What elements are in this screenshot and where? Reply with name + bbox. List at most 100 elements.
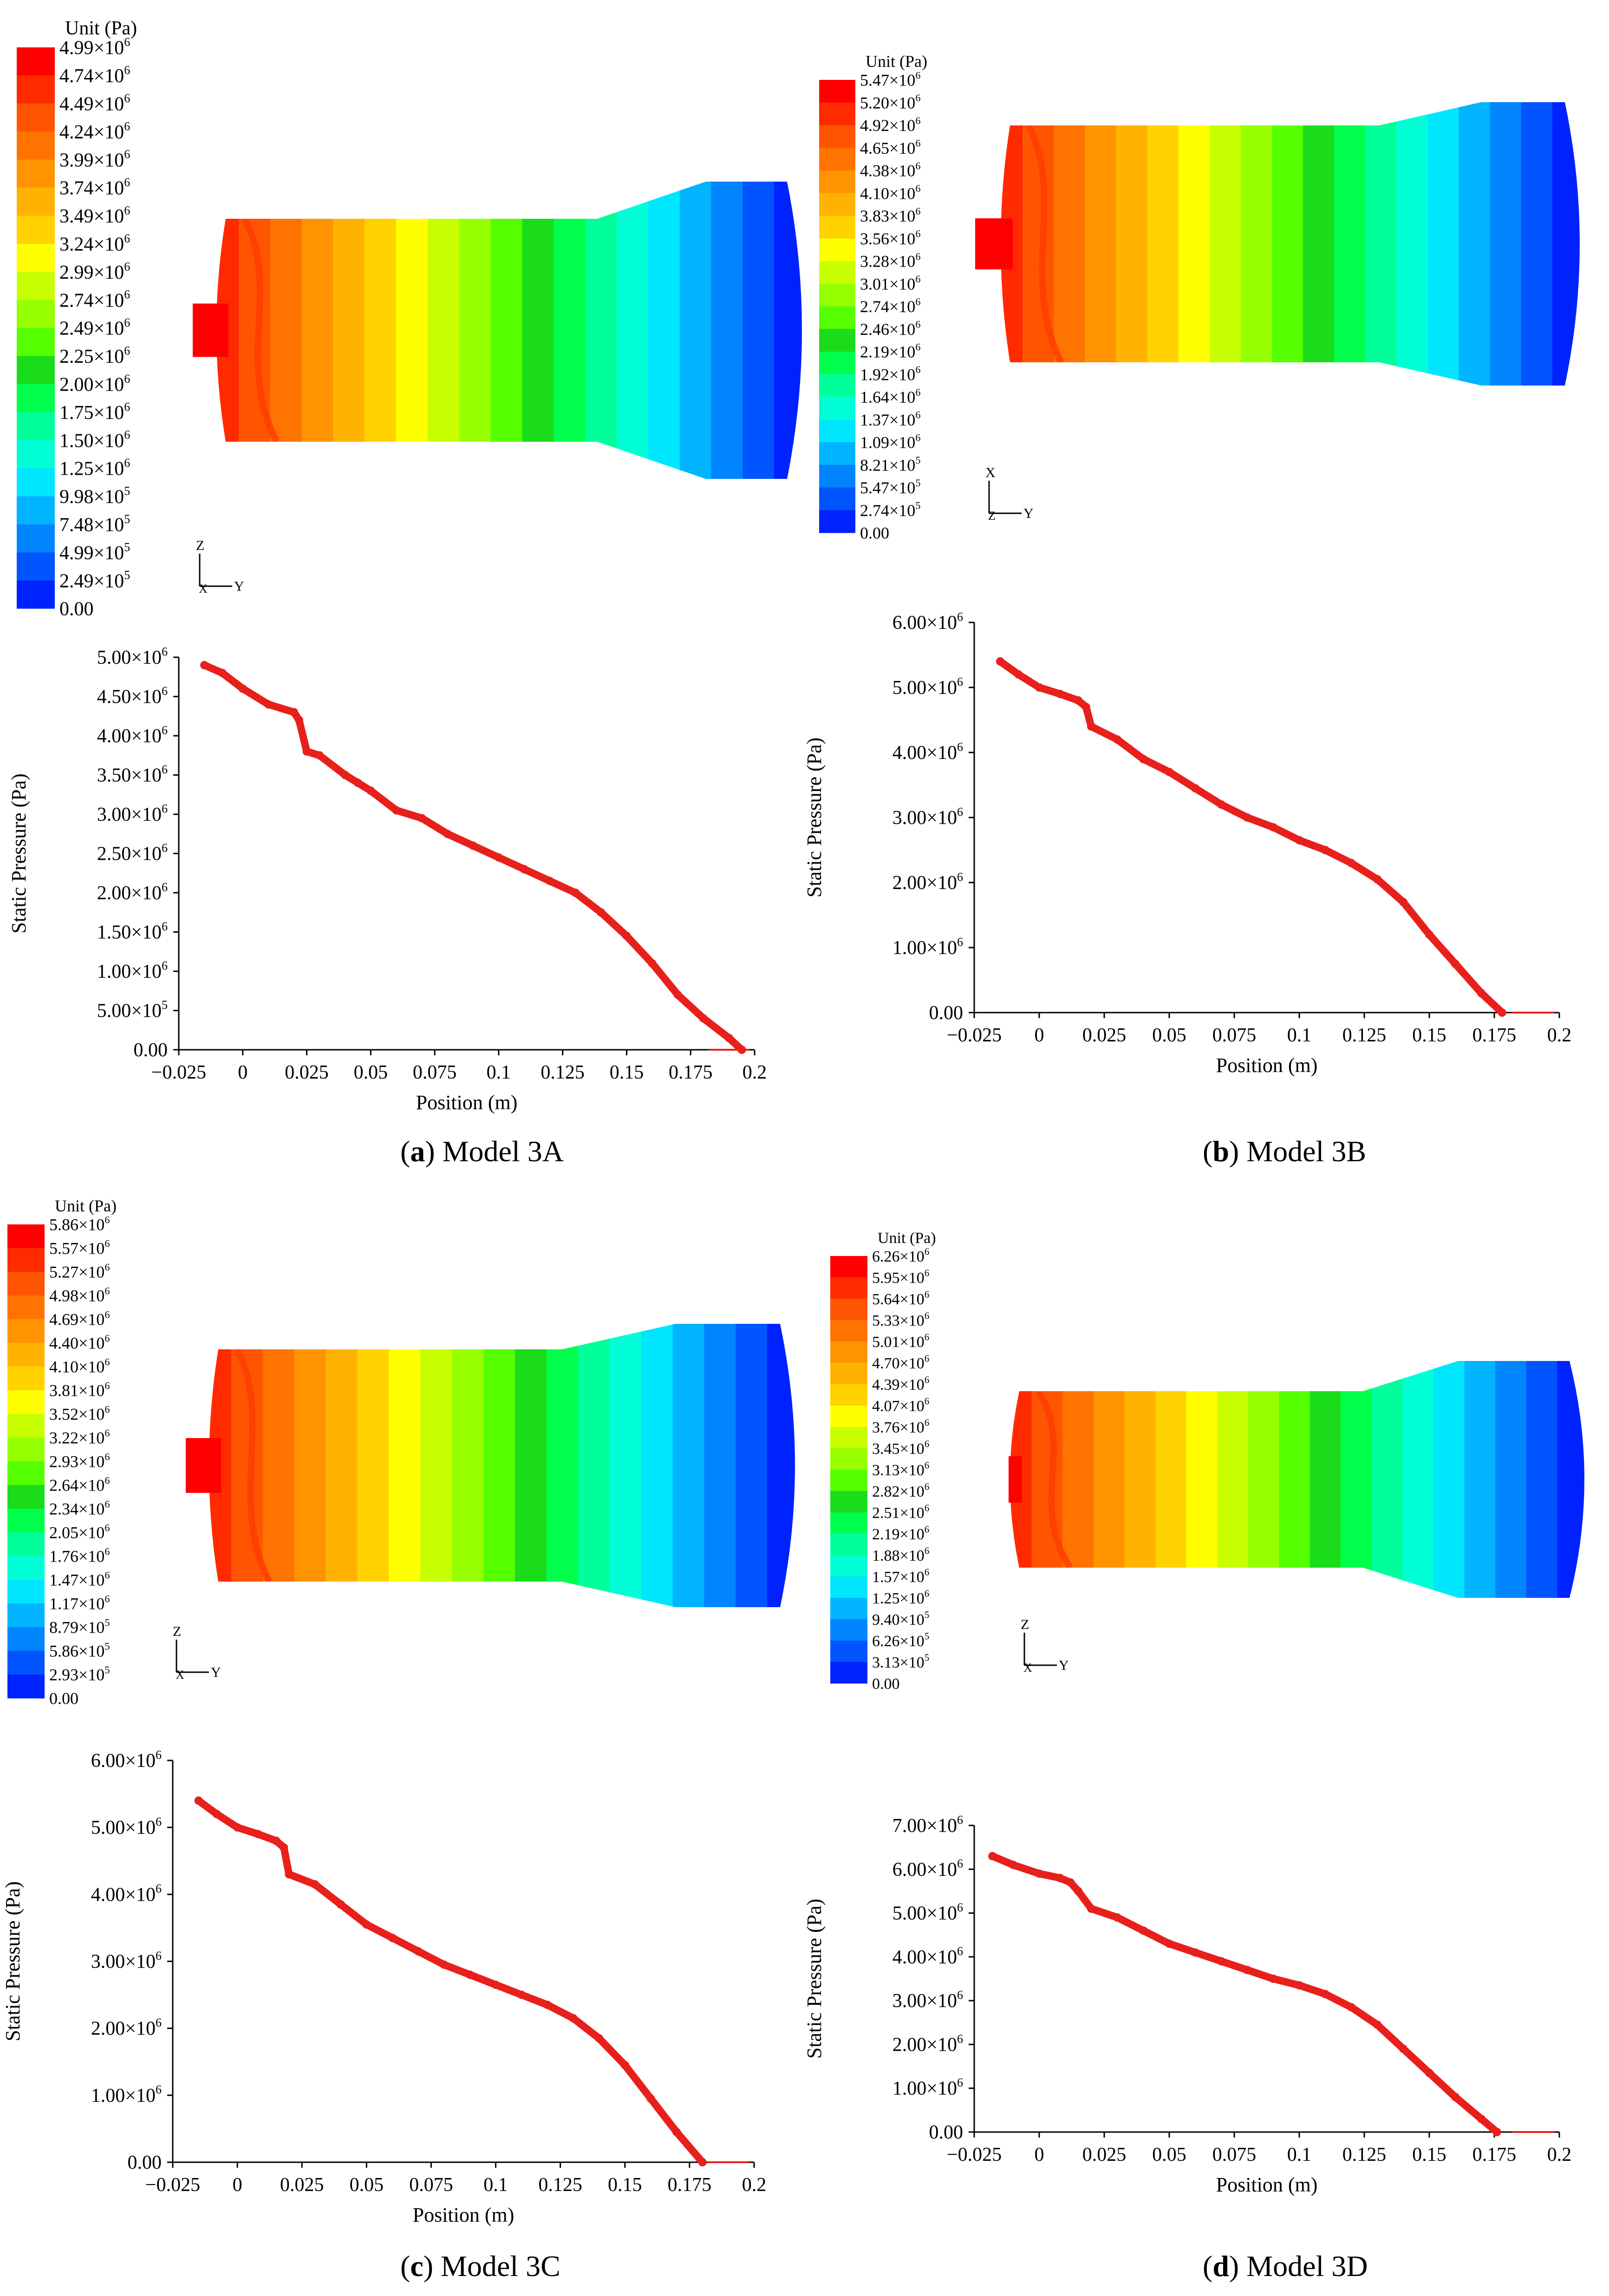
pressure-data-point [1269,1975,1277,1983]
pressure-data-point [699,1014,708,1023]
legend-title: Unit (Pa) [65,18,137,39]
legend-color-band [830,1555,867,1577]
legend-color-band [830,1427,867,1449]
pressure-data-point [546,877,554,885]
pressure-data-point [1139,1926,1147,1935]
pressure-data-point [1087,722,1095,731]
legend-color-band [830,1662,867,1684]
pressure-data-point [290,708,298,717]
legend-color-band [830,1576,867,1598]
legend-color-band [7,1414,45,1438]
legend-label: 5.86×106 [49,1214,110,1234]
x-axis-label: Position (m) [416,1091,518,1114]
svg-text:X: X [176,1668,184,1681]
x-tick-label: 0.025 [285,1062,329,1083]
legend-color-band [819,170,855,194]
legend-color-band [17,188,55,216]
legend-label: 2.74×106 [59,288,130,312]
legend-label: 4.38×106 [860,160,920,180]
pressure-series-line [989,1852,1501,2136]
legend-label: 5.01×106 [872,1332,929,1351]
y-axis-label: Static Pressure (Pa) [7,773,30,934]
legend-label: 6.26×105 [872,1631,929,1650]
legend-label: 2.74×106 [860,296,920,316]
pressure-data-point [254,1830,262,1838]
x-tick-label: −0.025 [145,2174,200,2196]
pressure-series-line [195,1797,706,2166]
y-tick-label: 5.00×106 [97,645,168,668]
legend-color-band [17,468,55,497]
legend-label: 2.93×105 [49,1664,110,1684]
pressure-data-point [233,1823,242,1832]
legend-color-band [7,1319,45,1343]
y-tick-label: 3.00×106 [892,805,963,829]
pressure-data-point [469,841,477,850]
x-tick-label: 0.2 [743,1062,767,1083]
pressure-data-point [280,1843,288,1852]
legend-label: 5.64×106 [872,1289,929,1308]
pressure-data-point [1295,1981,1303,1990]
pressure-data-point [1373,875,1381,883]
legend-color-band [17,47,55,76]
pressure-data-point [1477,2114,1485,2123]
legend-color-band [830,1384,867,1406]
pressure-data-point [648,959,657,968]
legend-color-band [7,1295,45,1320]
x-tick-label: −0.025 [151,1062,206,1083]
pressure-data-point [1399,898,1407,906]
legend-label: 4.65×106 [860,137,920,157]
legend-color-band [830,1256,867,1278]
legend-label: 4.10×106 [860,183,920,203]
x-tick-label: 0.2 [742,2174,767,2196]
panel-model-3b: Unit (Pa)5.47×106 5.20×106 4.92×1064.65×10… [803,52,1580,1168]
axis-triad: Z Y X [196,538,244,595]
legend-label: 8.21×105 [860,454,920,474]
pressure-data-point [1321,846,1329,854]
legend-label: 4.70×106 [872,1353,929,1372]
legend-color-band [17,552,55,581]
pressure-data-point [620,2061,629,2069]
legend-label: 4.10×106 [49,1356,110,1376]
contour-legend: Unit (Pa)6.26×106 5.95×106 5.64×106 5.33×10… [830,1230,936,1693]
legend-label: 1.09×106 [860,432,920,451]
legend-label: 3.76×106 [872,1417,929,1436]
pressure-data-point [465,1970,474,1979]
pressure-line-chart: 0.00 5.00×105 1.00×106 1.50×106 2.00×106 2.50… [7,645,767,1114]
contour-legend: Unit (Pa)4.99×106 4.74×106 4.49×106 4.24×10… [17,18,137,620]
x-tick-label: 0.1 [483,2174,508,2196]
legend-label: 4.24×106 [59,119,130,143]
legend-label: 5.27×106 [49,1261,110,1281]
x-tick-label: 0.175 [1472,2144,1517,2165]
pressure-data-point [543,2001,552,2009]
svg-text:X: X [1023,1661,1032,1675]
legend-label: 0.00 [49,1689,78,1708]
nozzle-contour-model [186,1324,795,1607]
pressure-data-point [1477,989,1485,997]
legend-label: 0.00 [872,1675,900,1693]
x-tick-label: 0.15 [608,2174,642,2196]
legend-label: 1.37×106 [860,409,920,429]
legend-color-band [819,148,855,171]
y-tick-label: 5.00×105 [97,998,168,1022]
x-tick-label: 0.125 [1342,1025,1387,1046]
pressure-data-point [1321,1990,1329,1998]
legend-color-band [819,238,855,262]
pressure-data-point [1451,2093,1459,2101]
legend-color-band [819,283,855,307]
legend-color-band [830,1598,867,1620]
y-tick-label: 1.00×106 [91,2083,162,2106]
legend-color-band [7,1224,45,1249]
y-tick-label: 1.50×106 [97,920,168,943]
nozzle-contour-model [193,182,802,479]
legend-color-band [830,1299,867,1321]
pressure-series-line [201,661,746,1053]
y-tick-label: 3.50×106 [97,763,168,786]
pressure-data-point [1492,2128,1501,2136]
legend-label: 2.19×106 [872,1524,929,1543]
legend-color-band [7,1390,45,1414]
x-tick-label: 0.125 [538,2174,582,2196]
legend-color-band [7,1675,45,1699]
legend-color-band [830,1448,867,1470]
panel-model-3a: Unit (Pa)4.99×106 4.74×106 4.49×106 4.24×10… [7,18,802,1168]
